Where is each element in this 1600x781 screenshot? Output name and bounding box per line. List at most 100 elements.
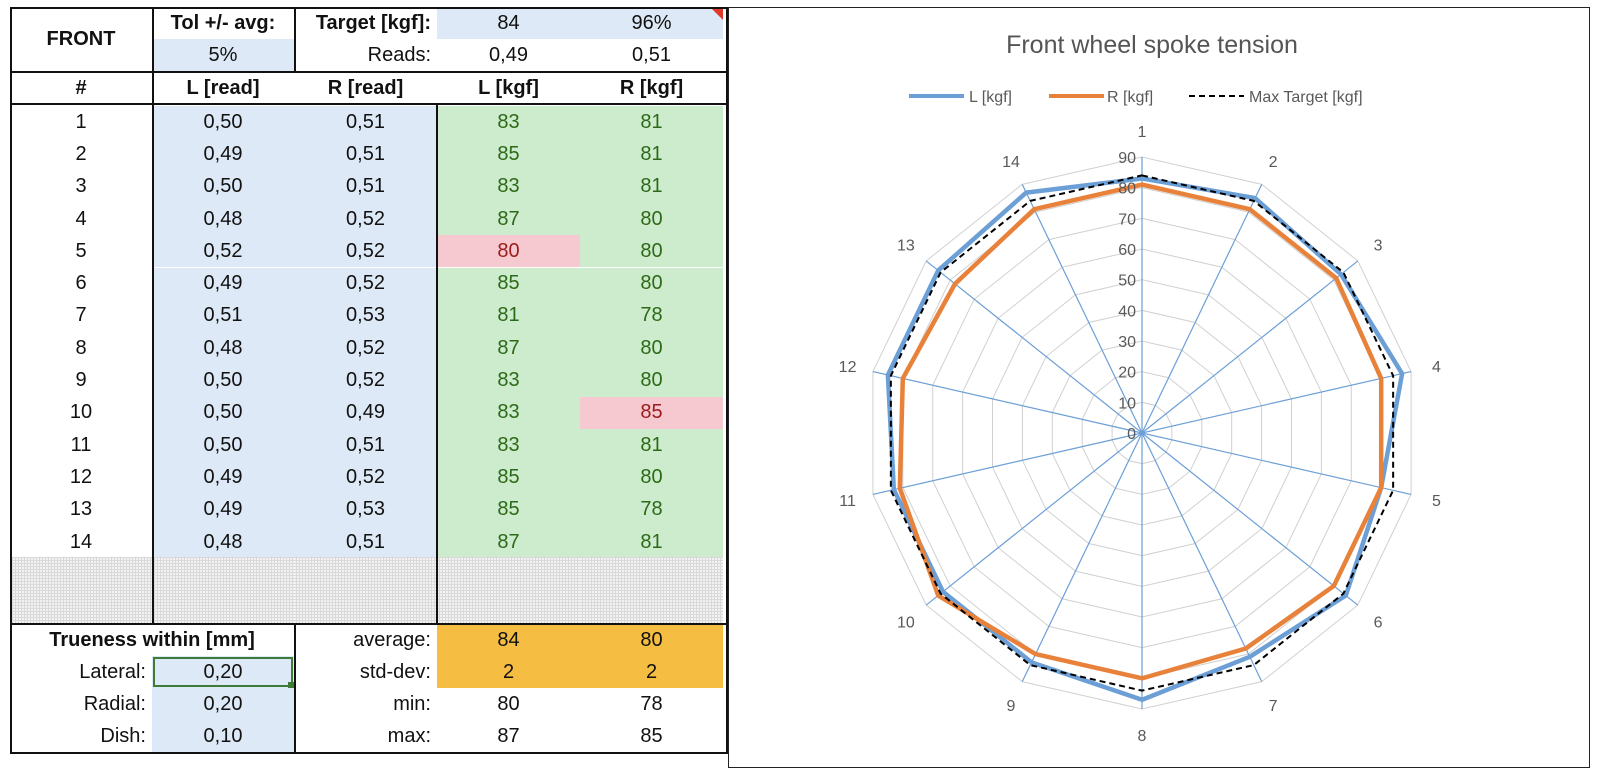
tol-label[interactable]: Tol +/- avg: [170, 11, 276, 34]
spoke-number[interactable]: 13 [69, 498, 93, 521]
target-value[interactable]: 84 [437, 7, 580, 39]
r-read-cell[interactable]: 0,52 [294, 364, 437, 397]
stddev-r[interactable]: 2 [580, 656, 723, 688]
min-l[interactable]: 80 [497, 692, 520, 715]
empty-cell[interactable] [152, 557, 294, 623]
chart-panel[interactable]: Front wheel spoke tension L [kgf] R [kgf]… [728, 7, 1590, 768]
l-kgf-cell[interactable]: 81 [437, 299, 580, 333]
l-kgf-cell[interactable]: 87 [437, 332, 580, 365]
l-read-cell[interactable]: 0,51 [152, 299, 294, 333]
average-r[interactable]: 80 [580, 624, 723, 656]
r-kgf-cell[interactable]: 78 [580, 493, 723, 526]
dish-label[interactable]: Dish: [100, 724, 146, 747]
l-kgf-cell[interactable]: 85 [437, 138, 580, 171]
max-l[interactable]: 87 [497, 724, 520, 747]
r-kgf-cell[interactable]: 81 [580, 170, 723, 203]
l-read-cell[interactable]: 0,50 [152, 106, 294, 139]
l-read-cell[interactable]: 0,50 [152, 396, 294, 429]
spoke-number[interactable]: 11 [70, 433, 92, 456]
l-kgf-cell[interactable]: 83 [437, 106, 580, 139]
l-kgf-cell[interactable]: 83 [437, 429, 580, 462]
spoke-number[interactable]: 6 [75, 272, 87, 295]
r-kgf-cell[interactable]: 80 [580, 332, 723, 365]
r-read-cell[interactable]: 0,52 [294, 202, 437, 236]
stddev-label[interactable]: std-dev: [359, 660, 431, 683]
r-read-cell[interactable]: 0,49 [294, 396, 437, 429]
l-read-cell[interactable]: 0,49 [152, 267, 294, 300]
r-read-cell[interactable]: 0,51 [294, 138, 437, 171]
r-kgf-cell[interactable]: 80 [580, 202, 723, 236]
r-kgf-cell[interactable]: 81 [580, 429, 723, 462]
stddev-l[interactable]: 2 [437, 656, 580, 688]
l-read-cell[interactable]: 0,52 [152, 235, 294, 268]
spoke-number[interactable]: 9 [75, 369, 87, 392]
dish-value[interactable]: 0,10 [152, 720, 294, 752]
r-kgf-cell[interactable]: 81 [580, 525, 723, 559]
col-header-l-kgf[interactable]: L [kgf] [478, 76, 539, 99]
r-kgf-cell[interactable]: 80 [580, 461, 723, 494]
trueness-label[interactable]: Trueness within [mm] [49, 628, 255, 651]
l-read-cell[interactable]: 0,50 [152, 364, 294, 397]
r-kgf-cell[interactable]: 80 [580, 364, 723, 397]
spoke-number[interactable]: 7 [75, 304, 87, 327]
r-read-cell[interactable]: 0,53 [294, 299, 437, 333]
max-label[interactable]: max: [387, 724, 431, 747]
r-read-cell[interactable]: 0,52 [294, 461, 437, 494]
col-header-number[interactable]: # [75, 76, 87, 99]
target-pct[interactable]: 96% [580, 7, 723, 39]
spoke-number[interactable]: 14 [69, 530, 93, 553]
comment-flag-icon[interactable] [710, 7, 723, 20]
spoke-number[interactable]: 4 [75, 207, 87, 230]
reads-right[interactable]: 0,51 [632, 43, 671, 66]
l-read-cell[interactable]: 0,50 [152, 170, 294, 203]
r-read-cell[interactable]: 0,52 [294, 332, 437, 365]
reads-left[interactable]: 0,49 [489, 43, 528, 66]
average-l[interactable]: 84 [437, 624, 580, 656]
empty-cell[interactable] [580, 557, 723, 623]
l-read-cell[interactable]: 0,49 [152, 461, 294, 494]
spoke-number[interactable]: 2 [75, 142, 87, 165]
fill-handle[interactable] [288, 682, 294, 688]
col-header-l-read[interactable]: L [read] [186, 76, 260, 99]
l-read-cell[interactable]: 0,49 [152, 138, 294, 171]
spoke-number[interactable]: 5 [75, 239, 87, 262]
l-kgf-cell[interactable]: 85 [437, 267, 580, 300]
tol-value[interactable]: 5% [152, 39, 294, 71]
r-read-cell[interactable]: 0,53 [294, 493, 437, 526]
min-r[interactable]: 78 [640, 692, 663, 715]
max-r[interactable]: 85 [640, 724, 663, 747]
empty-cell[interactable] [437, 557, 580, 623]
target-label[interactable]: Target [kgf]: [315, 11, 431, 34]
l-read-cell[interactable]: 0,48 [152, 525, 294, 559]
r-read-cell[interactable]: 0,51 [294, 170, 437, 203]
radial-label[interactable]: Radial: [83, 692, 146, 715]
spoke-number[interactable]: 3 [75, 175, 87, 198]
r-kgf-cell[interactable]: 85 [580, 396, 723, 429]
r-read-cell[interactable]: 0,51 [294, 525, 437, 559]
r-kgf-cell[interactable]: 81 [580, 138, 723, 171]
front-label[interactable]: FRONT [46, 27, 116, 50]
l-kgf-cell[interactable]: 87 [437, 202, 580, 236]
l-kgf-cell[interactable]: 80 [437, 235, 580, 268]
r-read-cell[interactable]: 0,52 [294, 267, 437, 300]
l-read-cell[interactable]: 0,50 [152, 429, 294, 462]
empty-cell[interactable] [294, 557, 437, 623]
l-kgf-cell[interactable]: 83 [437, 170, 580, 203]
radial-value[interactable]: 0,20 [152, 688, 294, 720]
r-kgf-cell[interactable]: 80 [580, 235, 723, 268]
empty-cell[interactable] [10, 557, 152, 623]
spoke-number[interactable]: 10 [69, 401, 93, 424]
lateral-label[interactable]: Lateral: [79, 660, 146, 683]
lateral-value-selected-cell[interactable]: 0,20 [152, 656, 294, 688]
l-read-cell[interactable]: 0,48 [152, 202, 294, 236]
col-header-r-kgf[interactable]: R [kgf] [619, 76, 684, 99]
r-read-cell[interactable]: 0,51 [294, 429, 437, 462]
r-read-cell[interactable]: 0,52 [294, 235, 437, 268]
r-read-cell[interactable]: 0,51 [294, 106, 437, 139]
l-kgf-cell[interactable]: 87 [437, 525, 580, 559]
r-kgf-cell[interactable]: 81 [580, 106, 723, 139]
col-header-r-read[interactable]: R [read] [327, 76, 404, 99]
spoke-number[interactable]: 8 [75, 336, 87, 359]
spoke-number[interactable]: 12 [69, 465, 93, 488]
l-kgf-cell[interactable]: 83 [437, 396, 580, 429]
